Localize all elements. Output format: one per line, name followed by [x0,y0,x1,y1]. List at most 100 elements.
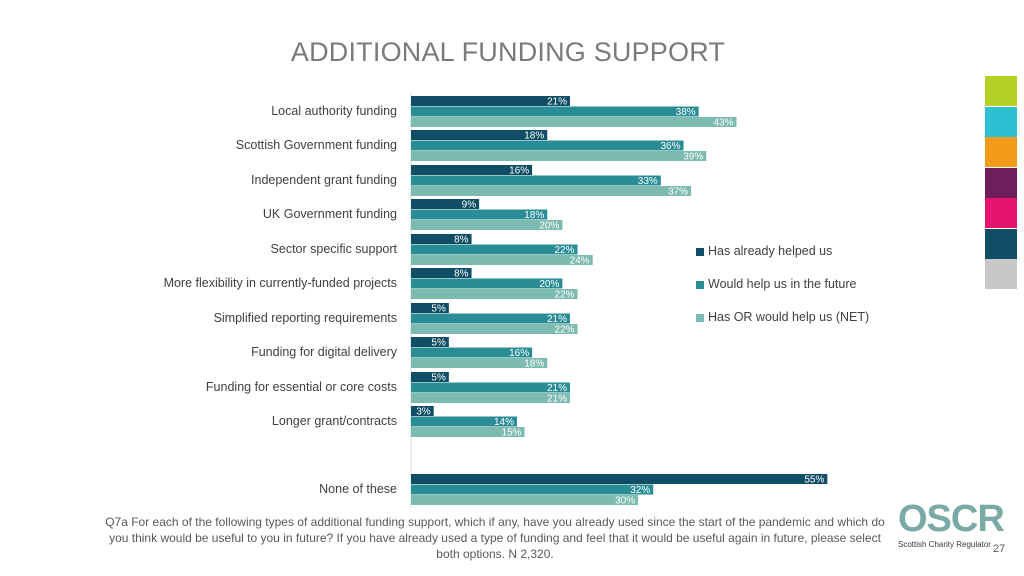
data-label: 21% [547,383,567,394]
bar-series-3 [411,495,639,505]
page-number: 27 [993,543,1006,555]
bar-series-1 [411,474,828,484]
bar-series-1 [411,303,449,313]
chart-legend: Has already helped us Would help us in t… [696,244,869,343]
data-label: 33% [638,176,658,187]
data-label: 37% [668,187,688,198]
question-footnote: Q7a For each of the following types of a… [105,515,885,561]
bar-series-3 [411,358,548,368]
data-label: 9% [462,200,477,211]
data-label: 8% [454,235,469,246]
bar-series-3 [411,220,563,230]
data-label: 55% [804,475,824,486]
bar-series-1 [411,268,472,278]
bar-series-2 [411,416,517,427]
bar-series-3 [411,151,707,161]
category-label: More flexibility in currently-funded pro… [164,276,397,290]
legend-item-net: Has OR would help us (NET) [696,310,869,343]
bar-series-1 [411,406,434,416]
bar-series-2 [411,209,548,220]
bar-series-3 [411,289,578,299]
logo-text: OSCR [898,498,1005,540]
data-label: 32% [630,485,650,496]
oscr-logo: OSCR Scottish Charity Regulator [898,498,1005,550]
data-label: 8% [454,269,469,280]
bar-series-2 [411,106,699,117]
category-label: Funding for essential or core costs [206,380,397,394]
legend-label: Has already helped us [708,244,833,258]
bar-series-3 [411,186,692,196]
data-label: 22% [555,290,575,301]
chart-title: ADDITIONAL FUNDING SUPPORT [290,37,726,67]
legend-swatch [696,281,704,289]
category-label: None of these [319,482,397,496]
bar-series-2 [411,382,570,393]
category-label: Scottish Government funding [236,138,397,152]
data-label: 38% [676,107,696,118]
category-label: Sector specific support [271,242,398,256]
color-strip-block [985,228,1017,259]
color-strip-block [985,137,1017,167]
bar-series-1 [411,130,548,140]
category-label: UK Government funding [263,207,397,221]
category-label: Funding for digital delivery [251,345,398,359]
legend-label: Would help us in the future [708,277,857,291]
bar-series-3 [411,255,593,265]
data-label: 5% [431,338,446,349]
color-strip-block [985,106,1017,137]
bar-series-2 [411,278,563,289]
data-label: 39% [683,152,703,163]
data-label: 22% [555,325,575,336]
data-label: 14% [494,417,514,428]
data-label: 18% [524,131,544,142]
bar-series-2 [411,140,684,151]
category-label: Simplified reporting requirements [214,311,397,325]
legend-item-already-helped: Has already helped us [696,244,869,277]
category-label: Independent grant funding [251,173,397,187]
category-label: Longer grant/contracts [272,414,397,428]
bar-series-1 [411,165,533,175]
bar-series-1 [411,372,449,382]
data-label: 21% [547,97,567,108]
data-label: 43% [713,118,733,129]
data-label: 30% [615,496,635,507]
data-label: 16% [509,348,529,359]
legend-item-would-help: Would help us in the future [696,277,869,310]
logo-subtitle: Scottish Charity Regulator [898,540,991,549]
bar-series-2 [411,313,570,324]
data-label: 20% [539,279,559,290]
category-label: Local authority funding [271,104,397,118]
bar-series-2 [411,175,661,186]
data-label: 24% [570,256,590,267]
data-label: 22% [555,245,575,256]
bar-series-3 [411,324,578,334]
bar-series-3 [411,117,737,127]
bar-series-2 [411,484,654,495]
data-label: 21% [547,394,567,405]
color-strip-block [985,198,1017,228]
data-label: 20% [539,221,559,232]
bar-series-1 [411,199,480,209]
legend-label: Has OR would help us (NET) [708,310,870,324]
data-label: 5% [431,304,446,315]
bar-series-3 [411,393,570,403]
legend-swatch [696,248,704,256]
data-label: 16% [509,166,529,177]
bar-series-3 [411,427,525,437]
bar-series-2 [411,347,533,358]
data-label: 15% [502,428,522,439]
color-strip-block [985,76,1017,106]
bar-series-1 [411,96,570,106]
bar-series-1 [411,337,449,347]
data-label: 18% [524,359,544,370]
color-strip-block [985,259,1017,289]
data-label: 36% [661,141,681,152]
data-label: 21% [547,314,567,325]
data-label: 18% [524,210,544,221]
legend-swatch [696,314,704,322]
bar-series-1 [411,234,472,244]
data-label: 5% [431,373,446,384]
color-strip-block [985,167,1017,198]
bar-series-2 [411,244,578,255]
